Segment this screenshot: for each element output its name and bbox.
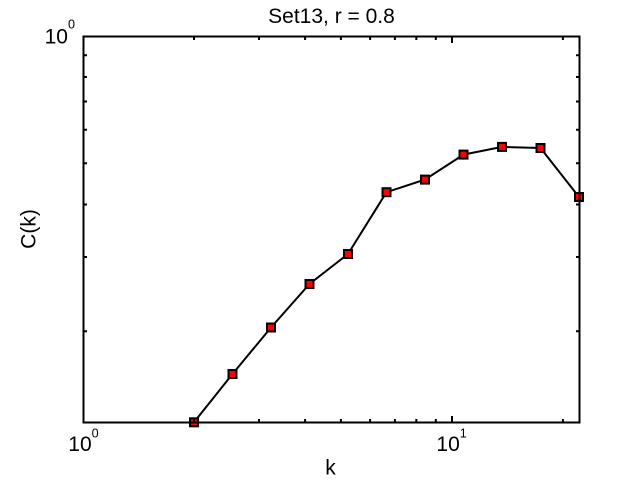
svg-text:10: 10 [436, 433, 459, 456]
svg-text:10: 10 [45, 25, 68, 48]
svg-text:k: k [325, 457, 336, 480]
svg-text:C(k): C(k) [18, 209, 41, 249]
svg-text:Set13, r = 0.8: Set13, r = 0.8 [268, 5, 395, 28]
svg-text:0: 0 [68, 18, 75, 32]
svg-text:0: 0 [92, 427, 99, 441]
svg-text:1: 1 [460, 427, 467, 441]
svg-text:10: 10 [68, 433, 91, 456]
